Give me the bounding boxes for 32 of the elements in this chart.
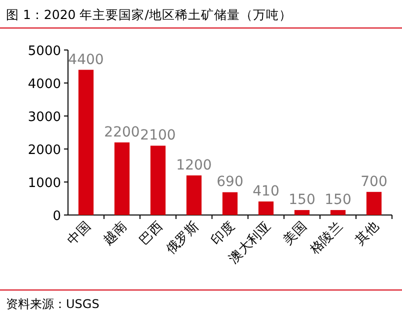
y-tick-label: 1000: [28, 176, 61, 191]
x-tick-label: 中国: [64, 219, 94, 248]
bar: [258, 201, 274, 215]
bar: [330, 210, 346, 215]
data-label: 700: [360, 174, 388, 190]
chart-title: 图 1：2020 年主要国家/地区稀土矿储量（万吨）: [6, 7, 292, 22]
data-label: 4400: [68, 52, 104, 68]
y-tick-label: 2000: [28, 143, 61, 158]
x-tick-label: 巴西: [136, 219, 166, 248]
data-label: 410: [252, 183, 280, 200]
x-tick-label: 俄罗斯: [164, 219, 202, 258]
y-tick-label: 3000: [28, 110, 61, 125]
bar: [186, 175, 202, 215]
data-label: 2100: [140, 128, 176, 144]
y-tick-label: 4000: [28, 77, 61, 92]
y-tick-label: 0: [52, 209, 61, 224]
bar: [78, 70, 94, 215]
data-label: 690: [216, 174, 244, 190]
bar: [222, 192, 238, 215]
x-tick-label: 其他: [352, 219, 382, 248]
data-label: 150: [288, 192, 316, 208]
x-tick-label: 印度: [208, 218, 238, 248]
data-label: 2200: [104, 124, 140, 140]
data-label: 150: [324, 192, 352, 208]
y-tick-label: 5000: [28, 44, 61, 59]
text: 资料来源：USGS: [6, 297, 100, 311]
bar: [366, 192, 382, 215]
bar: [114, 142, 130, 215]
x-tick-label: 越南: [100, 219, 130, 248]
data-label: 1200: [176, 157, 212, 174]
bar: [294, 210, 310, 215]
bar: [150, 146, 166, 215]
